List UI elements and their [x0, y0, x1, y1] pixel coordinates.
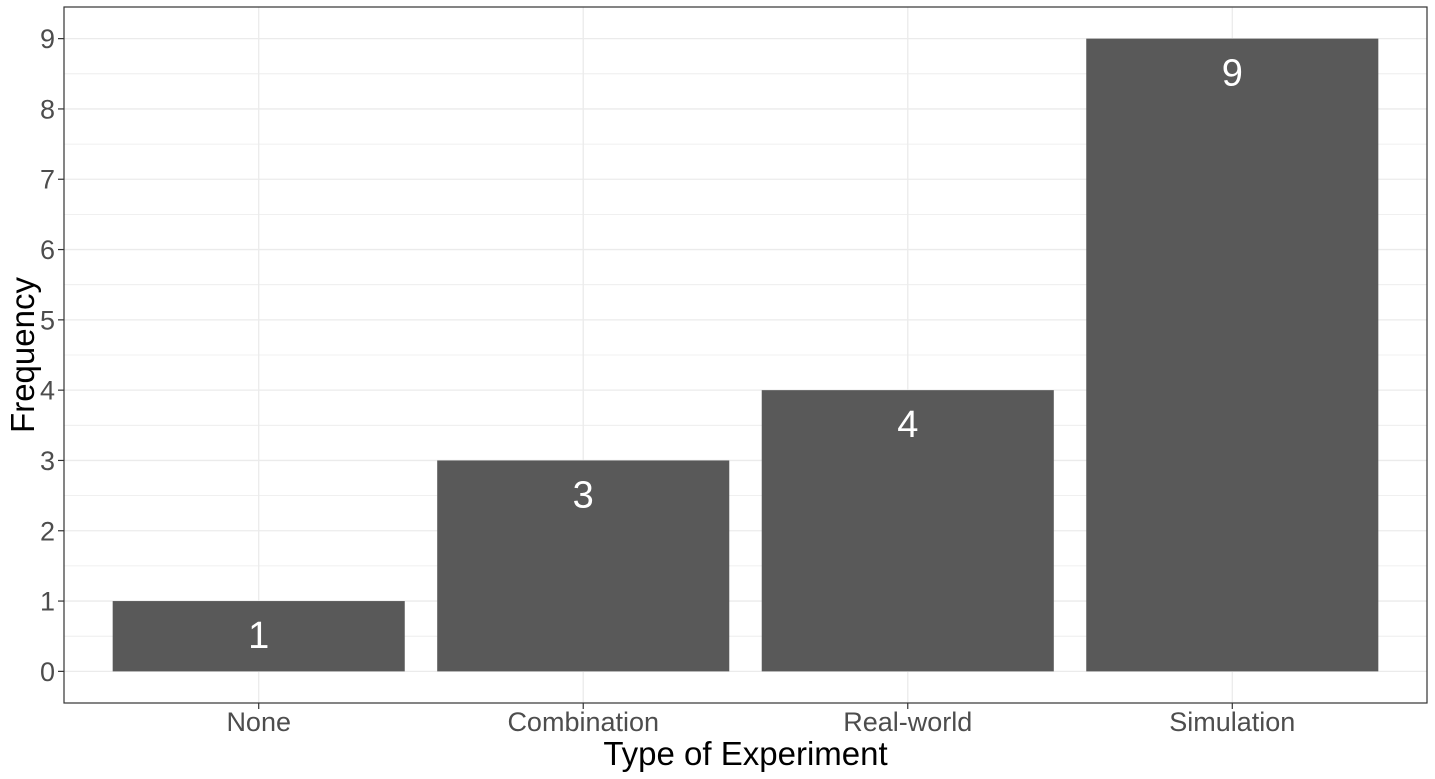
y-tick-label: 2 — [40, 516, 55, 546]
y-tick-label: 8 — [40, 94, 55, 124]
y-tick-label: 1 — [40, 587, 55, 617]
x-axis-title: Type of Experiment — [603, 735, 887, 772]
bar-value-label: 1 — [248, 615, 269, 657]
x-tick-label: Real-world — [843, 707, 972, 737]
x-tick-label: Combination — [507, 707, 659, 737]
bar-none — [112, 601, 405, 672]
x-axis: None Combination Real-world Simulation — [226, 703, 1295, 737]
y-tick-label: 9 — [40, 24, 55, 54]
bar-combination — [437, 460, 730, 672]
bar-labels-layer: 1 3 4 9 — [248, 53, 1243, 657]
y-tick-label: 7 — [40, 165, 55, 195]
x-tick-label: None — [226, 707, 291, 737]
bar-value-label: 4 — [897, 404, 918, 446]
y-axis: 0 1 2 3 4 5 6 7 8 9 — [40, 24, 64, 687]
bars-layer — [112, 38, 1379, 672]
y-tick-label: 0 — [40, 657, 55, 687]
x-tick-label: Simulation — [1169, 707, 1295, 737]
bar-value-label: 3 — [573, 474, 594, 516]
y-tick-label: 5 — [40, 305, 55, 335]
bar-value-label: 9 — [1222, 53, 1243, 95]
bar-real-world — [761, 390, 1054, 672]
y-tick-label: 6 — [40, 235, 55, 265]
y-tick-label: 3 — [40, 446, 55, 476]
y-tick-label: 4 — [40, 376, 55, 406]
y-axis-title: Frequency — [4, 277, 41, 433]
bar-simulation — [1086, 38, 1379, 672]
panel-border — [63, 6, 1428, 704]
